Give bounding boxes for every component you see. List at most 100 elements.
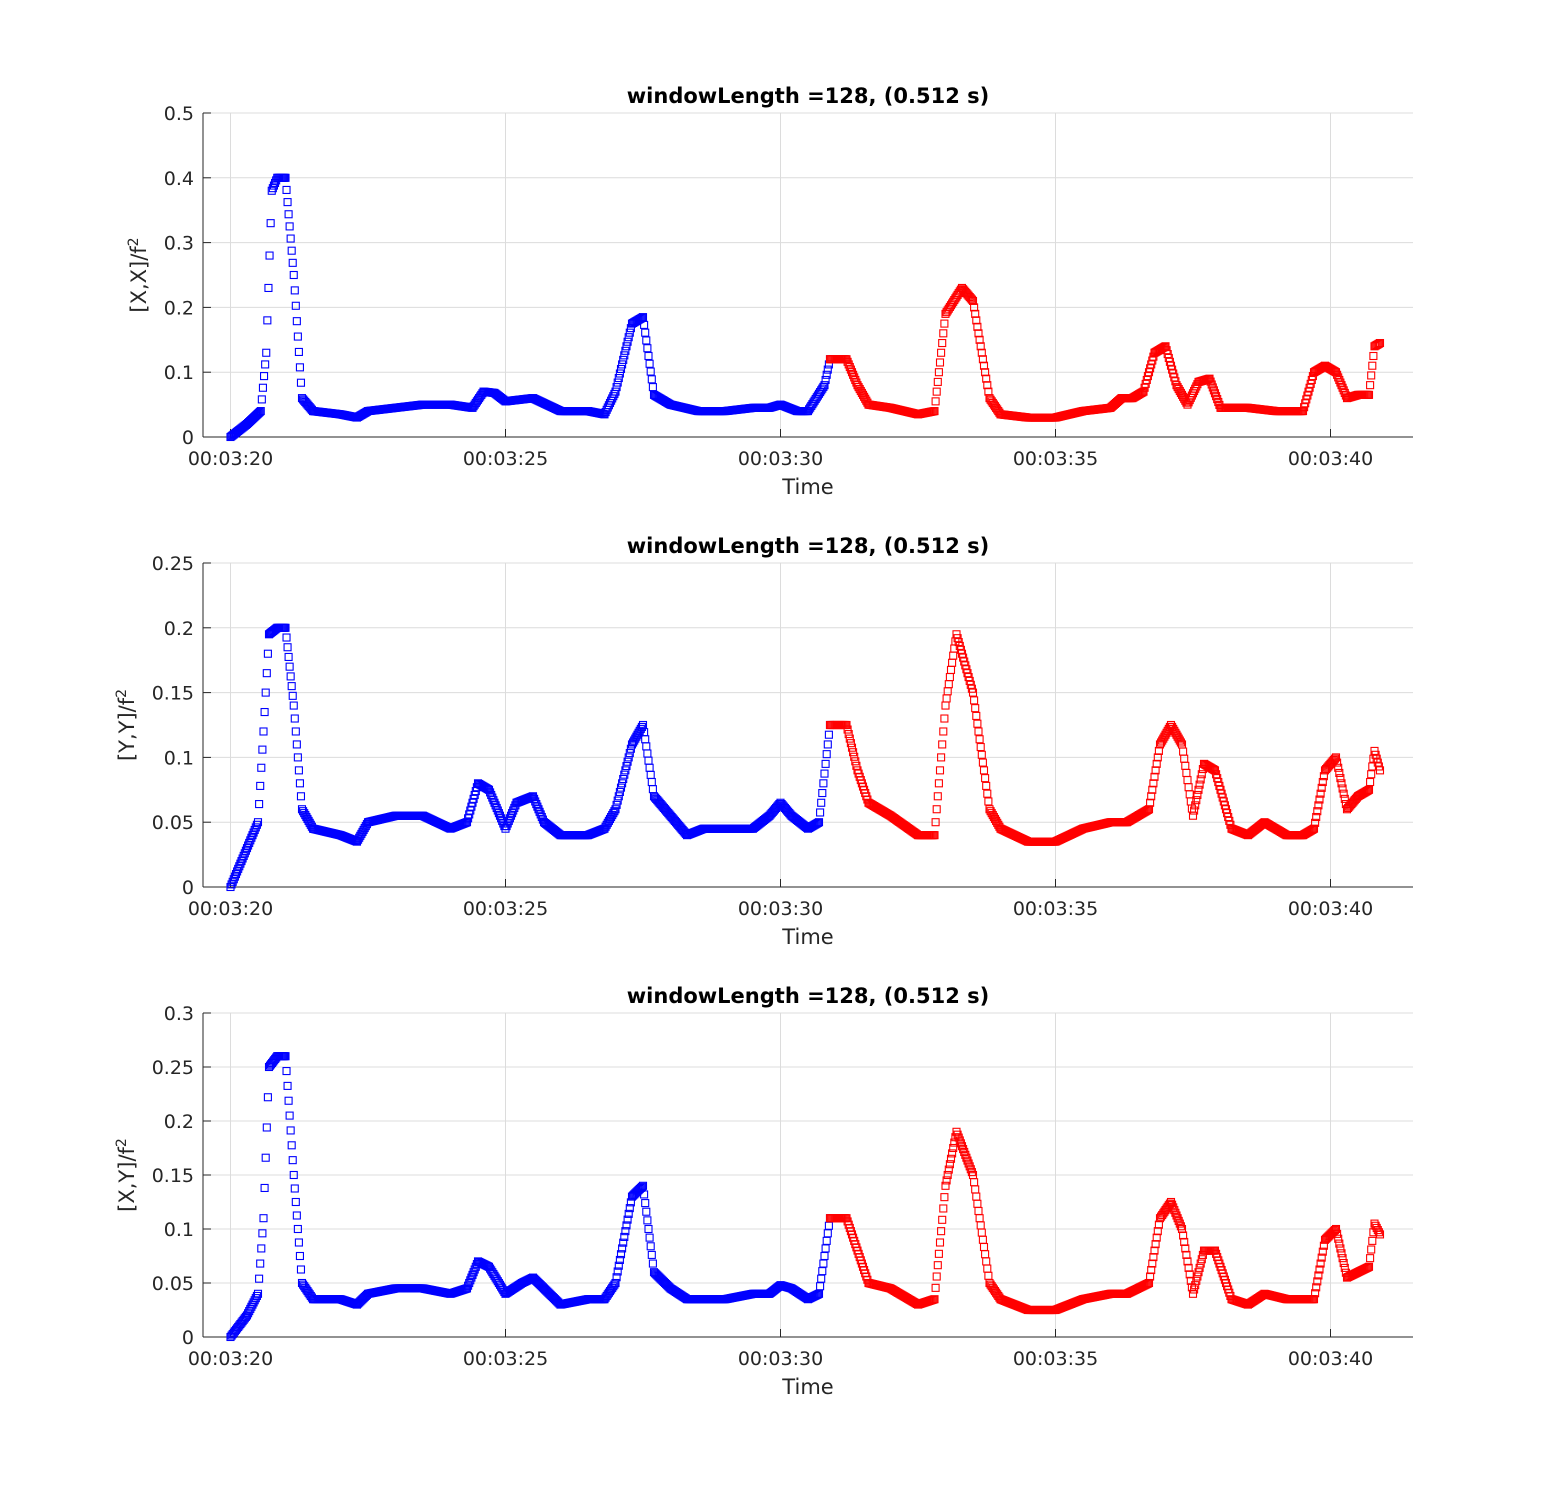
data-point [967, 295, 976, 304]
subplot-title: windowLength =128, (0.512 s) [627, 984, 989, 1008]
data-point [624, 333, 633, 342]
data-point [935, 766, 945, 775]
data-point [285, 662, 294, 671]
data-point [644, 1224, 653, 1234]
data-point [290, 286, 299, 295]
data-point [977, 750, 986, 759]
data-point [974, 727, 983, 736]
data-point [1210, 389, 1220, 398]
data-point [234, 864, 243, 873]
data-point [1311, 1289, 1320, 1298]
data-point [1316, 789, 1325, 798]
data-point [614, 792, 623, 801]
data-point [819, 1259, 828, 1268]
data-point [287, 1141, 296, 1150]
data-point [267, 186, 276, 195]
data-point [960, 1147, 969, 1157]
y-tick-label: 0.05 [152, 1273, 194, 1295]
data-point [296, 378, 306, 387]
data-point [852, 761, 861, 770]
data-point [290, 714, 299, 723]
data-point [1309, 824, 1319, 833]
data-point [612, 1273, 621, 1282]
data-point [292, 740, 301, 749]
data-point [1364, 1262, 1374, 1271]
data-point [842, 355, 851, 364]
data-point [257, 395, 266, 404]
data-point [505, 814, 514, 823]
data-point [849, 370, 858, 379]
data-point [619, 1238, 628, 1247]
data-point [294, 766, 303, 775]
data-point [289, 270, 298, 280]
y-tick-label: 0.05 [152, 812, 194, 834]
x-tick-label: 00:03:40 [1288, 898, 1373, 920]
data-point [850, 752, 859, 761]
data-point [645, 359, 654, 368]
x-tick-label: 00:03:25 [463, 898, 548, 920]
data-point [1367, 371, 1376, 380]
data-point [1333, 1229, 1342, 1238]
data-point [621, 346, 630, 355]
data-point [982, 781, 991, 790]
data-point [239, 851, 248, 860]
data-point [621, 766, 630, 775]
data-point [1331, 753, 1341, 762]
data-point [1366, 381, 1375, 390]
data-point [295, 363, 304, 372]
grid [203, 112, 1413, 438]
data-point [1375, 1230, 1385, 1239]
data-point [953, 1130, 962, 1139]
data-point [971, 704, 980, 713]
data-point [818, 1267, 827, 1276]
data-point [820, 381, 829, 390]
data-point [844, 730, 853, 739]
data-point [1171, 1208, 1180, 1217]
x-tick-label: 00:03:30 [738, 898, 823, 920]
data-point [1337, 1249, 1346, 1258]
y-tick-label: 0.1 [164, 362, 194, 384]
data-point [817, 798, 826, 807]
data-point [282, 185, 291, 194]
data-point [965, 1162, 974, 1171]
data-point [1196, 1259, 1205, 1268]
data-point [1313, 807, 1322, 816]
data-point [938, 338, 947, 348]
data-point [288, 258, 297, 267]
data-point [616, 1250, 626, 1259]
data-point [1168, 1200, 1177, 1209]
subplot-title: windowLength =128, (0.512 s) [627, 534, 989, 558]
y-tick-label: 0.1 [164, 1219, 194, 1241]
data-point [508, 809, 517, 818]
series-1 [226, 623, 835, 892]
data-point [820, 769, 829, 778]
data-point [259, 1214, 268, 1223]
data-point [933, 1261, 942, 1270]
data-point [814, 818, 824, 827]
data-point [261, 360, 270, 369]
data-point [530, 794, 539, 803]
data-point [292, 1211, 301, 1220]
data-point [465, 1278, 474, 1288]
data-point [1188, 811, 1198, 820]
data-point [1194, 785, 1203, 794]
data-point [611, 805, 620, 814]
data-point [1173, 1214, 1182, 1223]
data-point [642, 336, 651, 345]
data-point [1317, 783, 1326, 792]
data-point [820, 1251, 829, 1261]
data-point [845, 734, 854, 743]
data-point [497, 814, 506, 823]
y-tick-label: 0.15 [152, 1165, 194, 1187]
data-point [296, 792, 306, 801]
data-point [462, 1284, 472, 1293]
data-point [502, 822, 511, 831]
data-point [644, 351, 653, 361]
data-point [1363, 786, 1372, 795]
data-point [610, 807, 619, 816]
y-tick-label: 0.2 [164, 1111, 194, 1133]
data-point [288, 691, 297, 700]
series-2 [825, 630, 1385, 846]
data-point [647, 375, 656, 384]
